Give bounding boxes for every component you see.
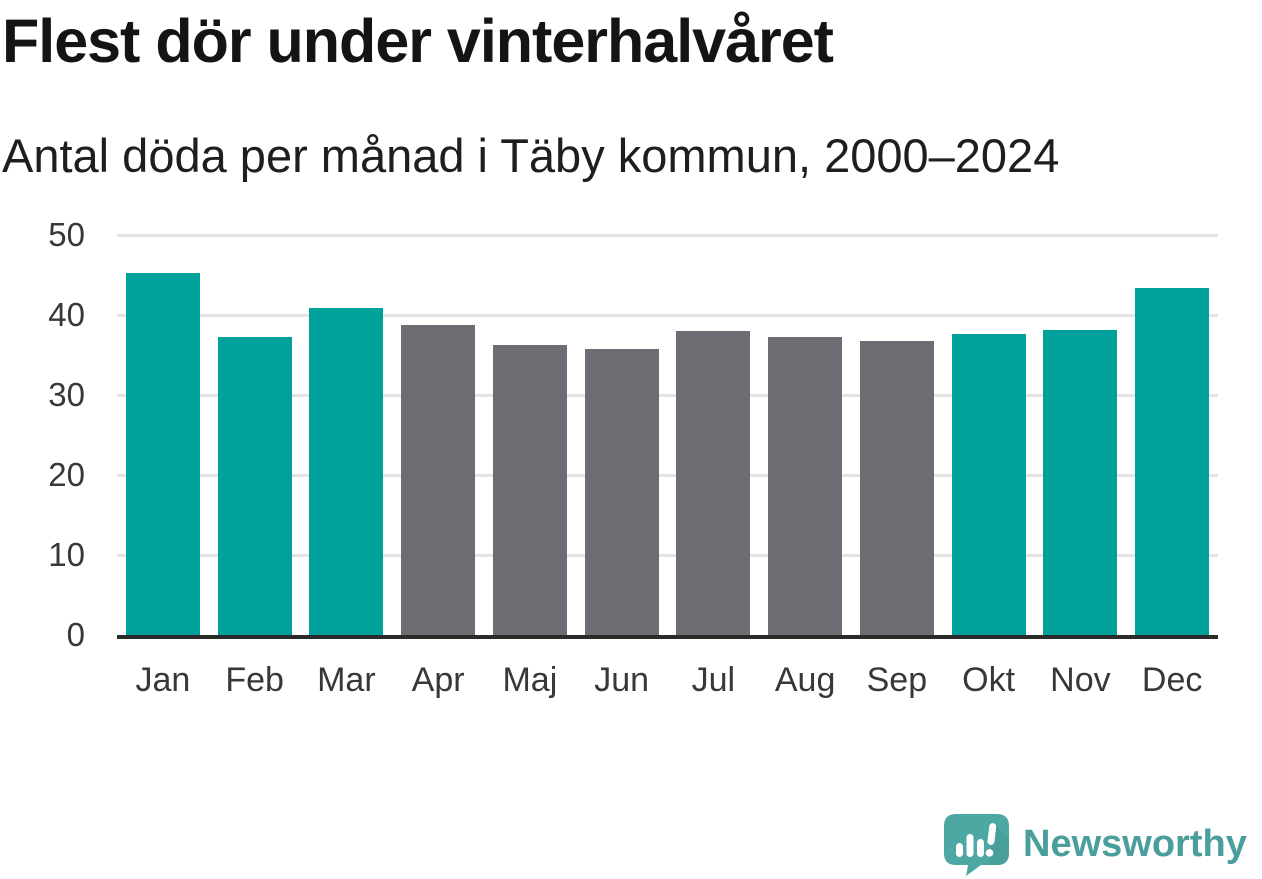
bar-maj bbox=[492, 344, 567, 635]
y-tick-label-0: 0 bbox=[66, 616, 85, 653]
bar-jul bbox=[676, 331, 751, 635]
y-tick-label-10: 10 bbox=[48, 536, 85, 573]
x-tick-label-maj: Maj bbox=[502, 661, 558, 699]
bar-feb bbox=[217, 336, 292, 635]
bar-apr bbox=[401, 324, 476, 635]
bar-dec bbox=[1135, 287, 1210, 635]
newsworthy-logo: Newsworthy bbox=[943, 813, 1247, 876]
gridline-30 bbox=[117, 393, 1218, 397]
y-tick-label-50: 50 bbox=[48, 216, 85, 253]
gridline-20 bbox=[117, 473, 1218, 477]
x-tick-label-feb: Feb bbox=[225, 661, 284, 699]
gridline-10 bbox=[117, 553, 1218, 557]
bar-jun bbox=[584, 348, 659, 635]
x-tick-label-jun: Jun bbox=[594, 661, 650, 699]
y-tick-label-30: 30 bbox=[48, 376, 85, 413]
chart-subtitle: Antal döda per månad i Täby kommun, 2000… bbox=[2, 129, 1060, 182]
bar-okt bbox=[951, 334, 1026, 635]
gridline-50 bbox=[117, 233, 1218, 237]
x-tick-label-aug: Aug bbox=[774, 661, 836, 699]
x-tick-label-dec: Dec bbox=[1141, 661, 1203, 699]
bar-jan bbox=[125, 272, 200, 635]
x-tick-label-nov: Nov bbox=[1050, 661, 1111, 699]
bar-aug bbox=[768, 337, 843, 635]
bar-mar bbox=[309, 307, 384, 635]
chart-title: Flest dör under vinterhalvåret bbox=[2, 7, 834, 75]
x-axis-line bbox=[117, 635, 1218, 639]
x-tick-label-apr: Apr bbox=[411, 661, 465, 699]
y-tick-label-40: 40 bbox=[48, 296, 85, 333]
gridline-40 bbox=[117, 313, 1218, 317]
x-tick-label-jan: Jan bbox=[135, 661, 191, 699]
x-tick-label-jul: Jul bbox=[691, 661, 736, 699]
bar-nov bbox=[1043, 330, 1118, 635]
newsworthy-wordmark: Newsworthy bbox=[1023, 823, 1247, 865]
x-tick-label-sep: Sep bbox=[866, 661, 928, 699]
x-tick-label-mar: Mar bbox=[317, 661, 376, 699]
y-tick-label-20: 20 bbox=[48, 456, 85, 493]
newsworthy-logo-icon bbox=[944, 814, 1009, 876]
bar-sep bbox=[859, 340, 934, 635]
x-tick-label-okt: Okt bbox=[962, 661, 1016, 699]
